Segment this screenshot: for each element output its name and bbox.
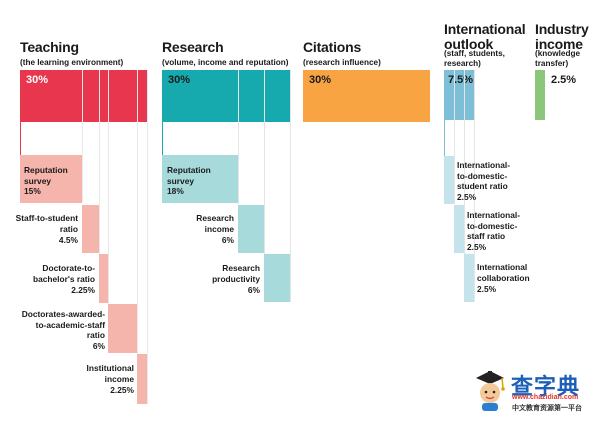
intl-collaboration-weight: 2.5%: [477, 284, 497, 294]
teaching-staff-ratio-box: [82, 205, 99, 253]
teaching-title: Teaching: [20, 39, 79, 55]
teaching-staff-ratio-weight: 4.5%: [58, 235, 78, 245]
international-guide-line: [454, 70, 455, 204]
research-income-weight: 6%: [221, 235, 234, 245]
research-productivity-box: [264, 254, 290, 302]
intl-student-ratio-label: International- to-domestic- student rati…: [457, 160, 511, 191]
research-productivity-weight: 6%: [247, 285, 260, 295]
teaching-guide-line: [108, 70, 109, 304]
research-reputation-label: Reputation survey: [167, 165, 211, 186]
teaching-doctorate-bachelor-label: Doctorate-to- bachelor's ratio: [32, 263, 95, 284]
international-subtitle: (staff, students, research): [444, 49, 505, 68]
teaching-guide-line: [137, 70, 138, 354]
research-reputation-weight: 18%: [167, 186, 184, 196]
teaching-institutional-income-label: Institutional income: [86, 363, 134, 384]
watermark-url: www.chazidian.com: [512, 394, 579, 401]
research-subtitle: (volume, income and reputation): [162, 58, 289, 67]
research-title: Research: [162, 39, 224, 55]
industry-main-bar: [535, 70, 545, 120]
teaching-reputation-label: Reputation survey: [24, 165, 68, 186]
research-income-box: [238, 205, 264, 253]
citations-main-bar: 30%: [303, 70, 430, 122]
citations-title: Citations: [303, 39, 362, 55]
research-productivity-label: Research productivity: [212, 263, 260, 284]
teaching-guide-line: [99, 70, 100, 254]
watermark-brand: 查字典: [511, 375, 581, 400]
industry-title: Industry income: [535, 21, 589, 52]
industry-weight: 2.5%: [551, 74, 577, 86]
teaching-doctorates-staff-label: Doctorates-awarded- to-academic-staff ra…: [21, 309, 105, 340]
international-guide-line: [474, 70, 475, 302]
teaching-reputation-weight: 15%: [24, 186, 41, 196]
research-guide-line: [162, 122, 163, 155]
teaching-subtitle: (the learning environment): [20, 58, 124, 67]
teaching-main-bar: 30%: [20, 70, 147, 122]
international-guide-line: [464, 70, 465, 254]
international-title: International outlook: [444, 21, 526, 52]
teaching-staff-ratio-label: Staff-to-student ratio: [15, 213, 78, 234]
international-weight: 7.5%: [448, 74, 474, 86]
teaching-guide-line: [147, 70, 148, 404]
research-main-bar: 30%: [162, 70, 291, 122]
teaching-institutional-income-weight: 2.25%: [110, 385, 134, 395]
teaching-institutional-income-box: [137, 354, 147, 404]
citations-weight: 30%: [309, 74, 332, 86]
research-weight: 30%: [168, 74, 191, 86]
international-main-bar: 7.5%: [444, 70, 475, 120]
intl-collaboration-label: International collaboration: [477, 262, 530, 283]
research-guide-line: [290, 70, 291, 302]
teaching-doctorates-staff-weight: 6%: [92, 341, 105, 351]
intl-student-ratio-weight: 2.5%: [457, 192, 477, 202]
research-income-label: Research income: [196, 213, 234, 234]
intl-staff-ratio-box: [454, 205, 464, 253]
intl-staff-ratio-label: International- to-domestic- staff ratio: [467, 210, 521, 241]
mascot-logo-icon: [472, 368, 508, 412]
teaching-weight: 30%: [26, 74, 49, 86]
research-guide-line: [238, 70, 239, 204]
teaching-doctorate-bachelor-box: [99, 254, 108, 303]
international-guide-line: [444, 120, 445, 156]
intl-staff-ratio-weight: 2.5%: [467, 242, 487, 252]
teaching-doctorate-bachelor-weight: 2.25%: [71, 285, 95, 295]
research-reputation-box: Reputation survey 18%: [162, 155, 238, 203]
industry-subtitle: (knowledge transfer): [535, 49, 581, 68]
teaching-doctorates-staff-box: [108, 304, 137, 353]
teaching-guide-line: [20, 122, 21, 155]
teaching-guide-line: [82, 70, 83, 202]
teaching-reputation-box: Reputation survey 15%: [20, 155, 82, 203]
research-guide-line: [264, 70, 265, 254]
citations-subtitle: (research influence): [303, 58, 381, 67]
intl-student-ratio-box: [444, 156, 454, 204]
intl-collaboration-box: [464, 254, 474, 302]
watermark-tagline: 中文教育资源第一平台: [512, 404, 582, 412]
